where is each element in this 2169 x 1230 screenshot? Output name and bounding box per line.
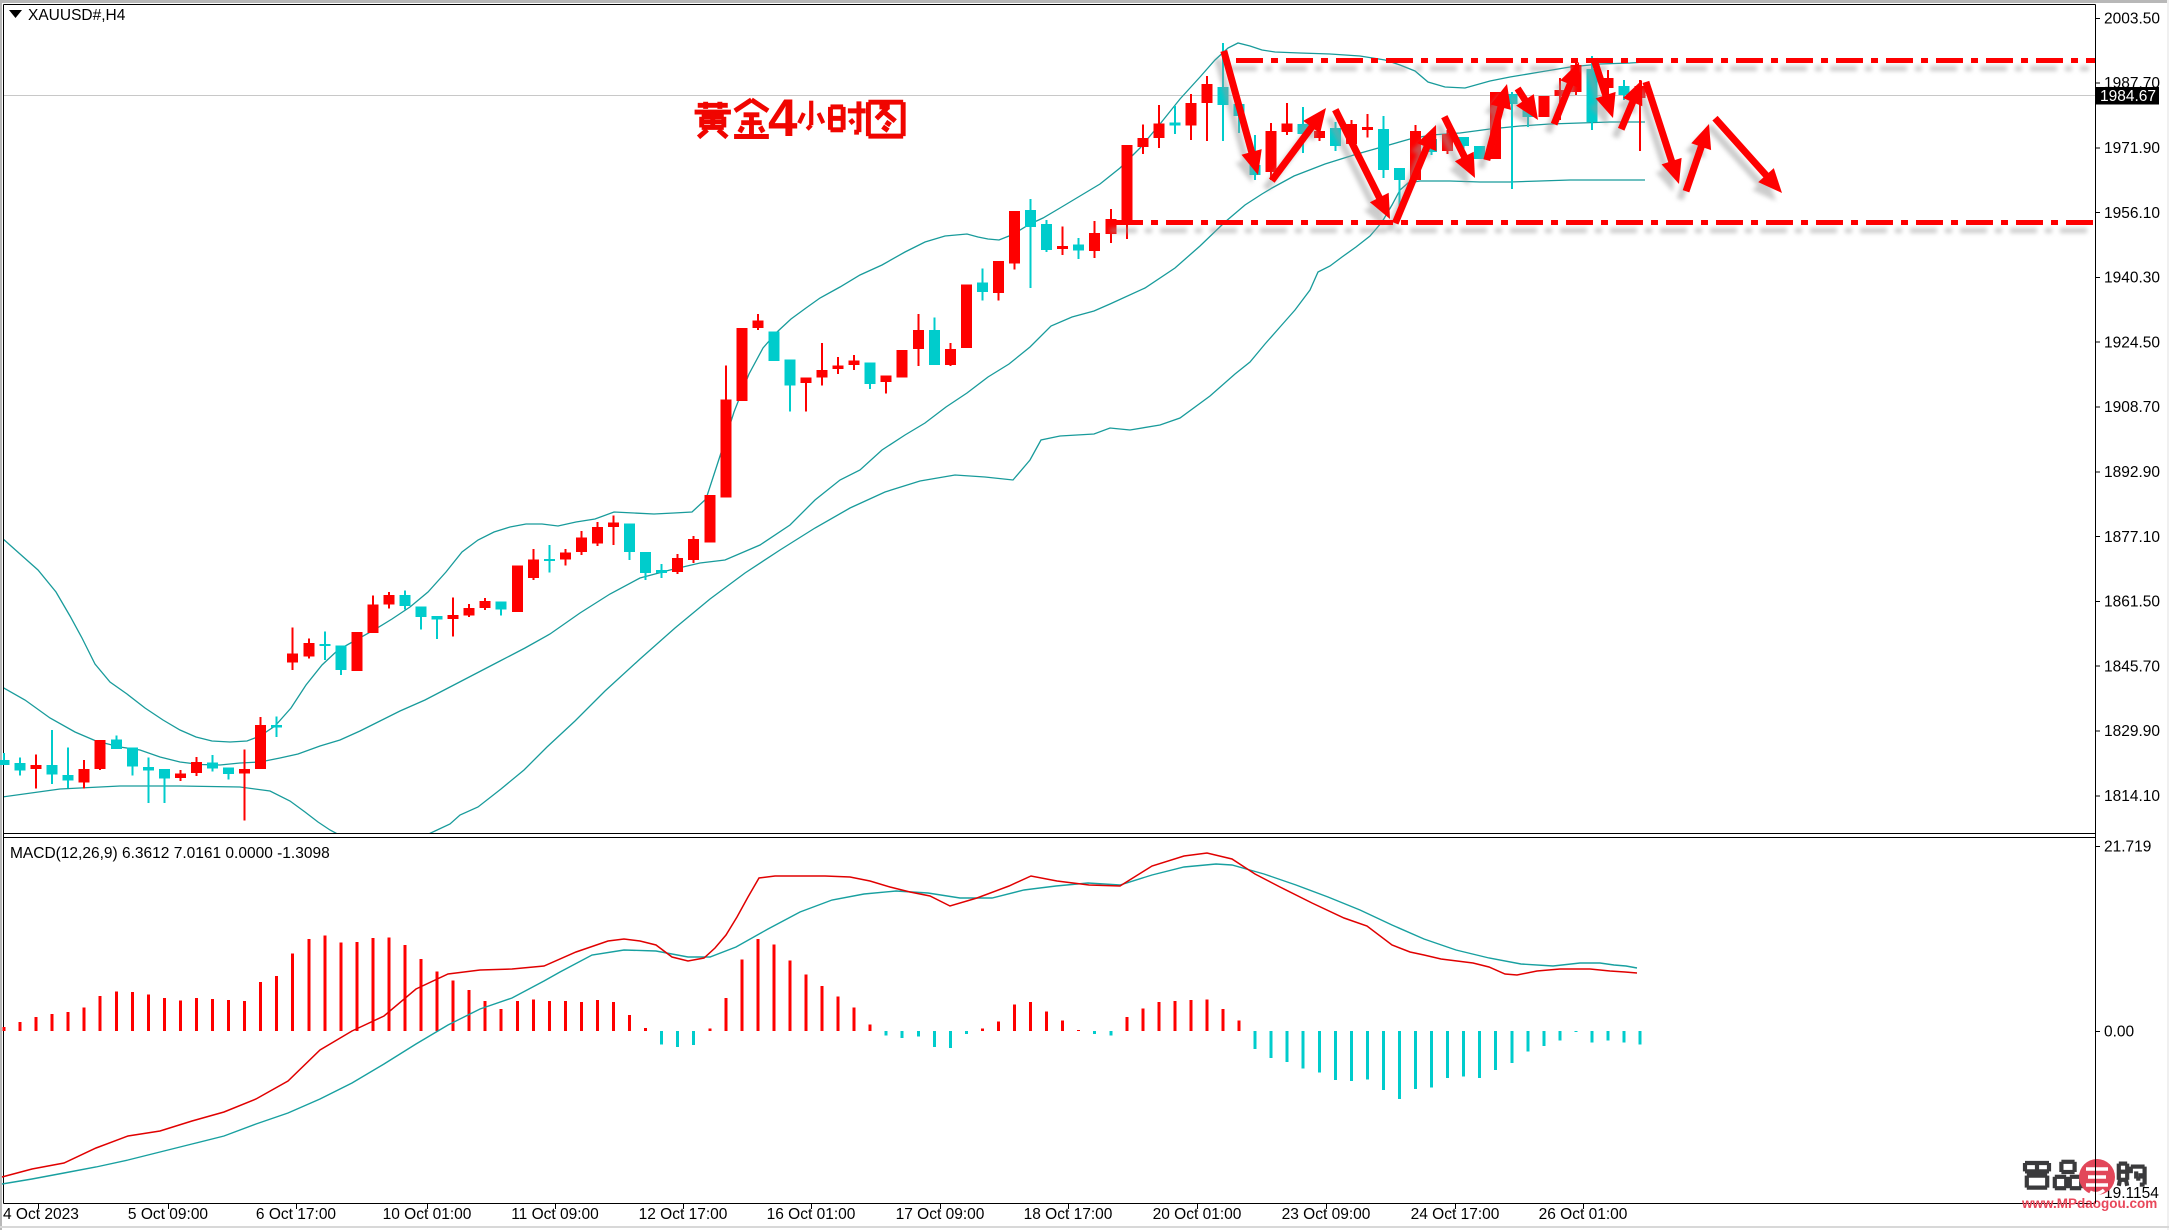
svg-text:1908.70: 1908.70 [2104, 399, 2160, 416]
svg-text:1924.50: 1924.50 [2104, 334, 2160, 351]
svg-text:2003.50: 2003.50 [2104, 11, 2160, 28]
svg-text:1829.90: 1829.90 [2104, 723, 2160, 740]
svg-text:24 Oct 17:00: 24 Oct 17:00 [1411, 1206, 1500, 1223]
svg-text:11 Oct 09:00: 11 Oct 09:00 [511, 1206, 599, 1223]
svg-text:4: 4 [768, 89, 798, 148]
svg-text:1814.10: 1814.10 [2104, 788, 2160, 805]
svg-text:21.719: 21.719 [2104, 839, 2151, 856]
svg-text:26 Oct 01:00: 26 Oct 01:00 [1539, 1206, 1628, 1223]
svg-text:1861.50: 1861.50 [2104, 594, 2160, 611]
svg-text:19.1154: 19.1154 [2104, 1185, 2159, 1202]
svg-text:1971.90: 1971.90 [2104, 140, 2160, 157]
svg-text:10 Oct 01:00: 10 Oct 01:00 [383, 1206, 472, 1223]
svg-text:16 Oct 01:00: 16 Oct 01:00 [767, 1206, 856, 1223]
svg-text:1845.70: 1845.70 [2104, 658, 2160, 675]
svg-text:XAUUSD#,H4: XAUUSD#,H4 [28, 7, 126, 24]
svg-text:23 Oct 09:00: 23 Oct 09:00 [1282, 1206, 1371, 1223]
svg-text:18 Oct 17:00: 18 Oct 17:00 [1024, 1206, 1113, 1223]
svg-text:12 Oct 17:00: 12 Oct 17:00 [639, 1206, 728, 1223]
svg-text:MACD(12,26,9) 6.3612 7.0161 0.: MACD(12,26,9) 6.3612 7.0161 0.0000 -1.30… [10, 845, 330, 862]
svg-text:4 Oct 2023: 4 Oct 2023 [3, 1206, 79, 1223]
svg-text:17 Oct 09:00: 17 Oct 09:00 [896, 1206, 985, 1223]
svg-text:1892.90: 1892.90 [2104, 464, 2160, 481]
svg-text:1956.10: 1956.10 [2104, 205, 2160, 222]
svg-text:20 Oct 01:00: 20 Oct 01:00 [1153, 1206, 1242, 1223]
svg-text:www.MPdaogou.com: www.MPdaogou.com [2021, 1196, 2157, 1211]
svg-text:1877.10: 1877.10 [2104, 529, 2160, 546]
svg-text:1940.30: 1940.30 [2104, 270, 2160, 287]
svg-text:6 Oct 17:00: 6 Oct 17:00 [256, 1206, 337, 1223]
svg-text:5 Oct 09:00: 5 Oct 09:00 [128, 1206, 209, 1223]
svg-text:1984.67: 1984.67 [2100, 88, 2156, 105]
svg-text:0.00: 0.00 [2104, 1024, 2135, 1041]
